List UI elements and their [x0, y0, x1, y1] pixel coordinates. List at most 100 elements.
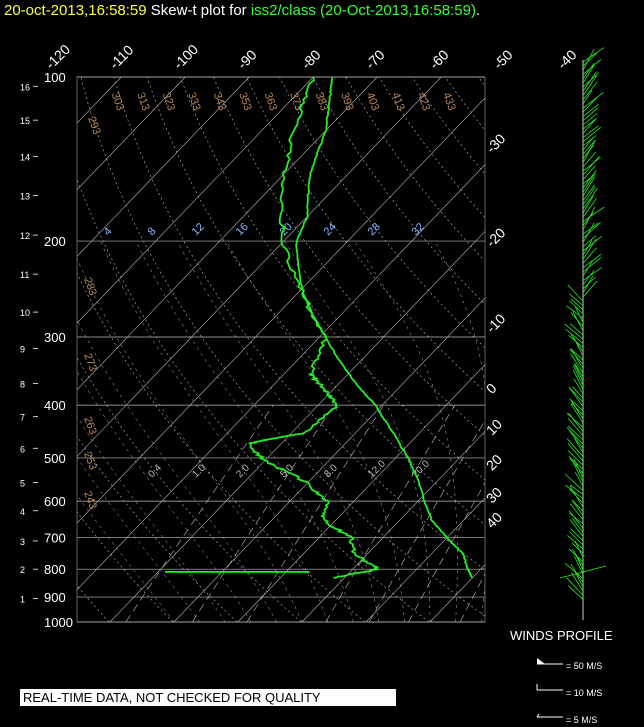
- wind-barb: [573, 459, 584, 478]
- wind-barb: [582, 253, 602, 269]
- isotherm-right-label: 0: [483, 380, 500, 397]
- dry-adiabat-label: 283: [81, 276, 99, 297]
- isotherm-right-label: 40: [483, 509, 505, 531]
- mixing-ratio-label: 8: [146, 225, 159, 238]
- dry-adiabat: [77, 272, 366, 622]
- wind-barb: [582, 52, 598, 67]
- wind-barb: [573, 555, 584, 575]
- dry-adiabat: [77, 435, 238, 622]
- isotherm-right-label: 10: [483, 416, 505, 438]
- wind-barb: [564, 323, 584, 340]
- moist-adiabat: [77, 257, 303, 622]
- wind-barb: [582, 136, 594, 151]
- mixing-ratio-line: [369, 419, 485, 622]
- isotherm-top-label: -60: [426, 46, 452, 72]
- title-platform: iss2/class (20-Oct-2013,16:58:59): [250, 2, 476, 19]
- isotherm-right-label: -30: [483, 130, 509, 156]
- isotherm-line: [77, 77, 186, 191]
- wind-barb: [567, 450, 584, 466]
- wind-barb: [582, 75, 598, 96]
- pressure-tick-label: 200: [44, 234, 66, 249]
- quality-notice: REAL-TIME DATA, NOT CHECKED FOR QUALITY: [20, 689, 396, 706]
- plot-frame: [76, 76, 486, 623]
- wind-barb: [571, 518, 584, 533]
- isotherm-line: [622, 77, 644, 622]
- isotherm-line: [237, 364, 485, 622]
- mixing-ratio-line: [325, 404, 456, 622]
- title-mid: Skew-t plot for: [146, 2, 251, 19]
- wind-barb: [572, 369, 584, 390]
- dry-adiabat-label: 323: [160, 91, 178, 112]
- pressure-tick-label: 900: [44, 590, 66, 605]
- wind-barb: [582, 206, 596, 231]
- wind-barb: [570, 400, 584, 420]
- wind-barb: [566, 412, 584, 428]
- wind-barb: [569, 531, 584, 546]
- moist-adiabat: [225, 240, 405, 622]
- dry-adiabat: [179, 77, 485, 481]
- wind-barb: [582, 186, 596, 206]
- dry-adiabat: [146, 77, 485, 526]
- dry-adiabat-label: 293: [85, 115, 103, 136]
- wind-barb: [570, 348, 584, 361]
- wind-barb: [572, 311, 584, 331]
- height-tick-label: 2: [20, 565, 25, 575]
- wind-barb: [582, 235, 597, 248]
- pressure-tick-label: 100: [44, 70, 66, 85]
- moist-adiabat: [77, 319, 277, 622]
- wind-barb: [564, 562, 584, 579]
- dry-adiabat-label: 333: [185, 91, 203, 112]
- wind-barb: [582, 261, 593, 277]
- wind-barb: [582, 235, 603, 252]
- chart-title: 20-oct-2013,16:58:59 Skew-t plot for iss…: [4, 2, 480, 19]
- wind-barb: [570, 403, 584, 424]
- dry-adiabat: [77, 177, 430, 622]
- isotherm-line: [301, 430, 485, 622]
- dry-adiabat: [279, 77, 485, 349]
- height-tick-label: 8: [20, 379, 25, 389]
- wind-barb: [582, 156, 601, 172]
- wind-barb: [582, 222, 601, 239]
- wind-barb: [573, 365, 584, 386]
- mixing-ratio-line: [246, 404, 384, 622]
- dry-adiabat-label: 383: [313, 91, 331, 112]
- dry-adiabat: [246, 77, 485, 392]
- wind-barb: [582, 64, 595, 84]
- pressure-tick-label: 800: [44, 562, 66, 577]
- wind-barb: [572, 500, 584, 516]
- height-tick-label: 7: [20, 413, 25, 423]
- wind-barb: [569, 323, 584, 336]
- wind-barb: [574, 364, 584, 382]
- isotherm-top-label: -120: [42, 41, 73, 72]
- wind-barb: [582, 97, 598, 113]
- dry-adiabat-label: 403: [364, 91, 382, 112]
- moist-adiabat: [77, 494, 175, 622]
- wind-barb: [574, 540, 584, 558]
- mixing-ratio-label-lower: 0.4: [146, 462, 164, 480]
- wind-barb: [567, 443, 584, 462]
- moist-adiabat: [100, 240, 328, 622]
- wind-barb: [565, 328, 584, 344]
- dewpoint-trace: [248, 77, 381, 579]
- legend-10-label: = 10 M/S: [566, 688, 603, 698]
- isotherm-line: [77, 77, 442, 457]
- wind-barb: [569, 293, 584, 306]
- wind-barb: [568, 386, 584, 403]
- isobar-lines: [77, 76, 485, 623]
- isotherm-right-label: 30: [483, 484, 505, 506]
- isotherm-top-label: -110: [106, 42, 137, 73]
- wind-barb: [568, 412, 584, 432]
- height-tick-label: 10: [20, 308, 30, 318]
- dry-adiabat: [113, 77, 485, 571]
- mixing-ratio-label-lower: 12.0: [366, 458, 388, 480]
- wind-barb: [582, 195, 594, 214]
- isotherm-right-label: -20: [483, 224, 509, 250]
- moist-adiabat: [176, 240, 380, 622]
- dry-adiabat: [478, 77, 485, 87]
- pressure-tick-label: 700: [44, 531, 66, 546]
- wind-barb: [570, 348, 584, 369]
- legend-tick: [536, 713, 540, 718]
- moist-adiabat: [507, 241, 533, 622]
- wind-barb: [569, 485, 584, 508]
